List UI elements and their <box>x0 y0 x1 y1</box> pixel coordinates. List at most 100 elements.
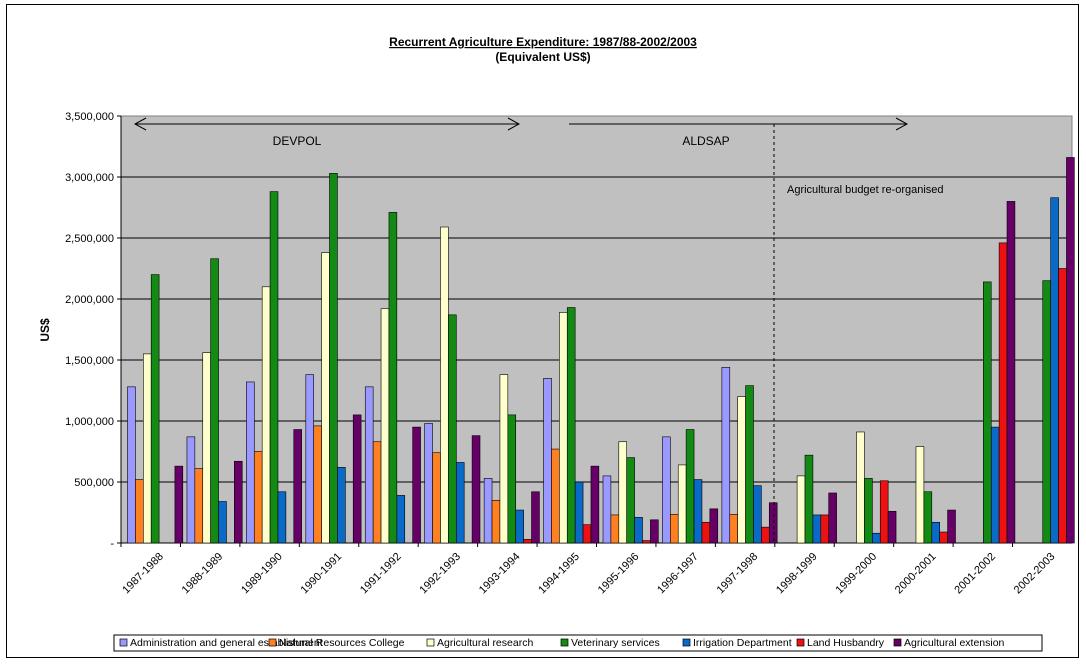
bar <box>432 452 441 544</box>
legend-label: Veterinary services <box>571 637 660 649</box>
bar <box>812 514 822 544</box>
bar <box>412 426 421 544</box>
bar <box>523 539 532 544</box>
y-axis-label: US$ <box>38 318 52 342</box>
bar <box>566 307 576 544</box>
bar <box>515 509 524 544</box>
x-tick-label: 1990-1991 <box>299 551 345 597</box>
bar <box>642 540 651 544</box>
reorganised-label: Agricultural budget re-organised <box>787 184 944 196</box>
y-tick-label: 500,000 <box>74 477 114 489</box>
bar <box>499 374 509 544</box>
bar <box>670 514 679 544</box>
bar <box>610 514 620 544</box>
bar <box>761 526 770 544</box>
bar <box>293 429 302 544</box>
bar <box>455 462 465 544</box>
bar <box>448 314 457 544</box>
bar <box>998 242 1008 544</box>
legend-swatch <box>119 638 128 647</box>
aldsap-arrow-right-head <box>895 117 909 131</box>
legend-swatch <box>426 638 435 647</box>
bar <box>388 212 398 544</box>
bar <box>939 531 948 544</box>
y-tick-label: - <box>110 538 114 550</box>
x-tick-label: 1993-1994 <box>477 551 523 597</box>
y-tick-label: 1,500,000 <box>65 355 114 367</box>
chart-frame: Recurrent Agriculture Expenditure: 1987/… <box>6 4 1079 658</box>
bar <box>864 478 873 544</box>
bar <box>983 281 992 544</box>
bar <box>915 446 925 544</box>
bar <box>135 479 144 544</box>
bar <box>194 468 204 544</box>
bar <box>582 524 592 544</box>
bar <box>150 274 160 544</box>
bar <box>1050 197 1059 544</box>
bar <box>174 465 184 544</box>
bar <box>745 385 754 544</box>
bar <box>602 475 612 544</box>
chart-subtitle: (Equivalent US$) <box>495 50 590 64</box>
devpol-label: DEVPOL <box>273 134 322 148</box>
legend-swatch <box>268 638 277 647</box>
bar <box>923 491 933 544</box>
x-tick-label: 2001-2002 <box>952 551 998 597</box>
y-tick-label: 3,500,000 <box>65 111 114 123</box>
legend-label: Agricultural extension <box>904 637 1005 649</box>
bar <box>947 509 956 544</box>
bar <box>372 441 382 544</box>
aldsap-label: ALDSAP <box>682 134 729 148</box>
bar <box>887 510 897 544</box>
bar <box>352 414 362 544</box>
devpol-arrow-left-head <box>133 117 147 131</box>
x-tick-label: 1995-1996 <box>596 551 642 597</box>
bar <box>768 502 778 544</box>
bar <box>872 532 881 544</box>
bar <box>305 374 315 544</box>
annotations-group: DEVPOL ALDSAP Agricultural budget re-org… <box>133 117 944 543</box>
y-tick-label: 3,000,000 <box>65 172 114 184</box>
x-tick-label: 1999-2000 <box>833 551 879 597</box>
bar <box>618 441 627 544</box>
bar <box>321 252 330 544</box>
legend-swatch <box>560 638 569 647</box>
bar <box>729 514 738 544</box>
bar <box>551 448 560 544</box>
legend-label: Agricultural research <box>437 637 533 649</box>
bar <box>1042 280 1051 544</box>
bar <box>685 429 695 544</box>
legend-label: Irrigation Department <box>693 637 792 649</box>
bar <box>701 521 711 544</box>
bar <box>626 457 635 544</box>
bar <box>261 286 271 544</box>
bar <box>879 480 889 544</box>
bar <box>856 431 865 544</box>
x-tick-label: 1992-1993 <box>417 551 463 597</box>
bar <box>531 491 540 544</box>
bar <box>828 492 837 544</box>
bar <box>253 451 263 544</box>
bar <box>234 460 243 544</box>
bar <box>737 396 746 544</box>
bar <box>364 386 374 544</box>
bar <box>796 475 806 544</box>
x-tick-label: 1997-1998 <box>715 551 761 597</box>
bar <box>277 491 287 544</box>
bar <box>380 308 390 544</box>
bar <box>313 425 322 544</box>
bar <box>202 352 211 544</box>
bar <box>491 499 501 544</box>
legend-swatch <box>893 638 902 647</box>
bar <box>507 414 517 544</box>
bar <box>143 353 152 544</box>
chart-title: Recurrent Agriculture Expenditure: 1987/… <box>389 35 697 49</box>
x-tick-label: 2002-2003 <box>1012 551 1058 597</box>
legend-label: Land Husbandry <box>807 637 885 649</box>
legend-swatch <box>682 638 691 647</box>
bar <box>396 495 406 544</box>
x-tick-label: 1991-1992 <box>358 551 404 597</box>
bar <box>1006 201 1016 544</box>
bar <box>753 485 762 544</box>
bar <box>650 519 659 544</box>
